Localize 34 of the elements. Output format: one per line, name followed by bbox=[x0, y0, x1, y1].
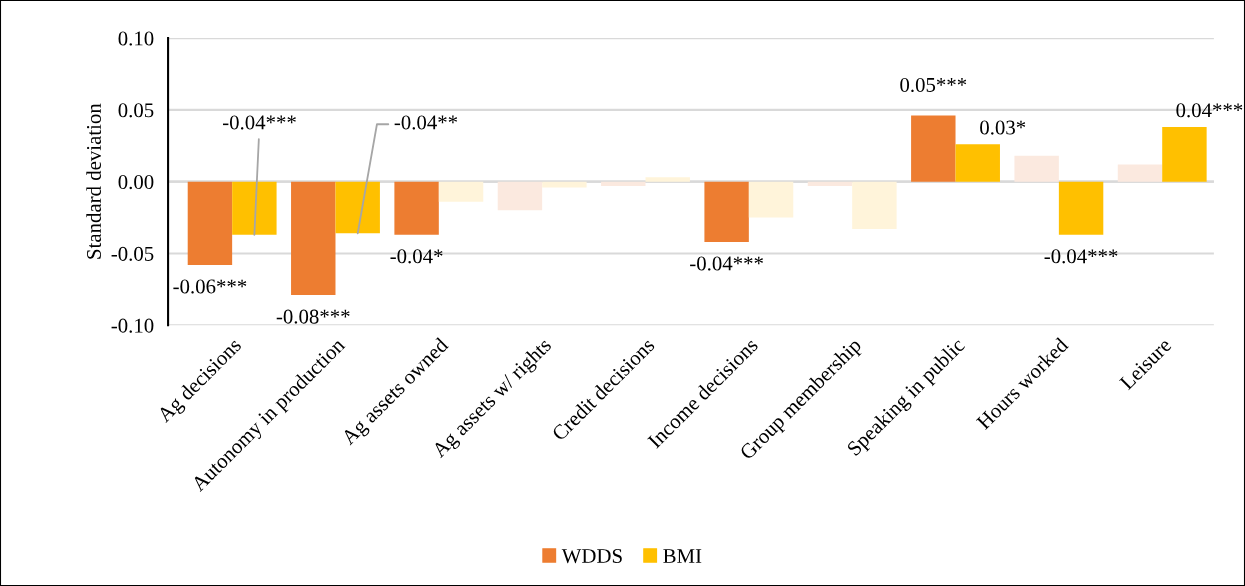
y-tick-label: -0.10 bbox=[111, 318, 154, 333]
bar bbox=[748, 181, 794, 218]
data-label: -0.04* bbox=[390, 249, 443, 264]
bar bbox=[704, 181, 749, 242]
bar bbox=[1014, 155, 1059, 182]
bar bbox=[1058, 181, 1104, 235]
legend-label: BMI bbox=[663, 549, 702, 563]
data-label: 0.03* bbox=[980, 120, 1026, 135]
bar bbox=[911, 115, 956, 182]
bar bbox=[1162, 127, 1207, 182]
y-tick-label: 0.00 bbox=[118, 175, 154, 190]
y-tick-label: 0.10 bbox=[118, 31, 154, 46]
data-label: 0.04*** bbox=[1176, 103, 1243, 118]
bar bbox=[438, 181, 484, 202]
bar bbox=[601, 181, 646, 186]
y-tick-label: 0.05 bbox=[118, 103, 154, 118]
y-axis-title: Standard deviation bbox=[86, 103, 101, 259]
data-label: -0.04*** bbox=[1044, 249, 1118, 264]
bar bbox=[232, 181, 277, 235]
bar bbox=[955, 144, 1000, 182]
data-label: 0.05*** bbox=[900, 77, 967, 93]
bar bbox=[335, 181, 380, 234]
bar bbox=[187, 181, 233, 265]
data-label: -0.04*** bbox=[222, 115, 296, 130]
data-label: -0.04** bbox=[394, 115, 458, 130]
bar bbox=[291, 181, 336, 296]
data-label: -0.04*** bbox=[690, 256, 763, 271]
y-tick-label: -0.05 bbox=[111, 246, 154, 261]
bar bbox=[645, 177, 690, 182]
legend-label: WDDS bbox=[561, 549, 622, 564]
bar bbox=[394, 181, 439, 235]
data-label: -0.06*** bbox=[173, 279, 247, 294]
data-label: -0.08*** bbox=[276, 309, 350, 324]
bar bbox=[1117, 164, 1163, 182]
